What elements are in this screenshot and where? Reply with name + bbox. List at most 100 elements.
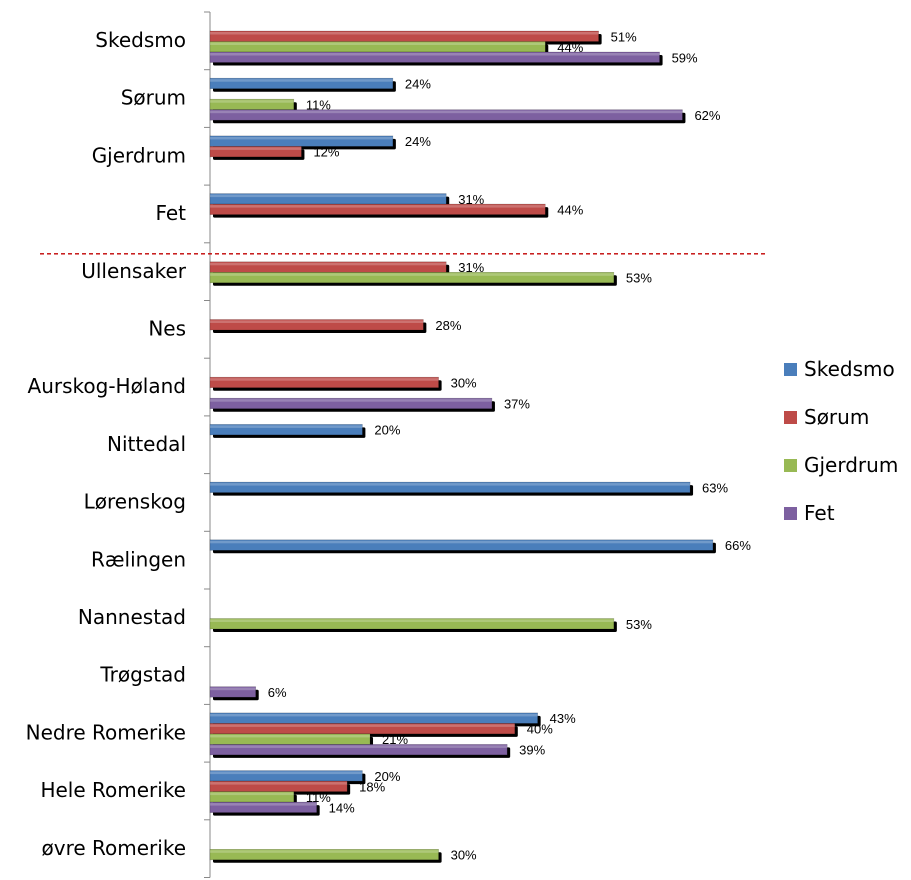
legend-swatch-gjerdrum <box>784 459 797 472</box>
category-label-sorum: Sørum <box>121 86 186 110</box>
data-label-skedsmo-lorenskog: 63% <box>702 480 728 495</box>
bar-highlight <box>210 32 599 35</box>
bar-fet-trogstad <box>209 686 257 698</box>
bar-highlight <box>210 771 363 775</box>
data-label-gjerdrum-skedsmo: 44% <box>557 40 583 55</box>
bar-highlight <box>210 803 317 806</box>
bar-highlight <box>210 425 363 428</box>
bar-highlight <box>210 53 660 56</box>
data-label-fet-aurskog-holand: 37% <box>504 396 530 411</box>
bar-highlight <box>210 713 538 717</box>
category-label-raelingen: Rælingen <box>91 547 186 571</box>
legend-label-sorum: Sørum <box>804 405 869 429</box>
bar-highlight <box>210 194 447 198</box>
bar-highlight <box>210 273 614 276</box>
data-labels: 51% 44% 59% 24% 11% 62% 24% 12% 31% 44% 31% 53% 28% 3… <box>268 29 752 862</box>
bar-highlight <box>210 320 424 323</box>
data-label-skedsmo-nittedal: 20% <box>374 423 400 438</box>
data-label-sorum-skedsmo: 51% <box>611 29 637 44</box>
bar-highlight <box>210 687 256 691</box>
bar-skedsmo-raelingen <box>209 539 714 551</box>
bar-gjerdrum-nannestad <box>209 618 615 630</box>
legend-label-skedsmo: Skedsmo <box>804 357 895 381</box>
bar-skedsmo-nittedal <box>209 424 363 436</box>
data-label-gjerdrum-sorum: 11% <box>306 97 331 112</box>
bar-highlight <box>210 782 348 785</box>
legend-swatch-skedsmo <box>784 363 797 376</box>
data-label-skedsmo-sorum: 24% <box>405 76 431 91</box>
bar-fet-nedre-romerike <box>209 744 508 756</box>
bar-sorum-fet <box>209 203 546 215</box>
category-label-ullensaker: Ullensaker <box>81 259 187 283</box>
bar-highlight <box>210 147 302 150</box>
bar-highlight <box>210 792 294 796</box>
category-label-nannestad: Nannestad <box>78 605 186 629</box>
data-label-sorum-hele-romerike: 18% <box>359 779 385 794</box>
bar-fet-aurskog-holand <box>209 397 493 410</box>
legend: Skedsmo Sørum Gjerdrum Fet <box>784 357 898 525</box>
data-label-gjerdrum-ovre-romerike: 30% <box>451 848 477 863</box>
category-label-skedsmo: Skedsmo <box>95 28 186 52</box>
bar-fet-skedsmo <box>209 51 660 63</box>
legend-label-gjerdrum: Gjerdrum <box>804 453 898 477</box>
bar-highlight <box>210 734 371 738</box>
category-label-nedre-romerike: Nedre Romerike <box>26 720 186 744</box>
data-label-gjerdrum-hele-romerike: 11% <box>306 790 331 805</box>
data-label-fet-skedsmo: 59% <box>672 50 698 65</box>
data-label-sorum-aurskog-holand: 30% <box>451 375 477 390</box>
bar-highlight <box>210 399 492 402</box>
legend-swatch-sorum <box>784 411 797 424</box>
category-label-aurskog-holand: Aurskog-Høland <box>28 374 186 398</box>
data-label-fet-sorum: 62% <box>694 108 720 123</box>
data-label-sorum-nes: 28% <box>435 318 461 333</box>
bar-highlight <box>210 136 393 140</box>
bar-highlight <box>210 619 614 622</box>
category-label-lorenskog: Lørenskog <box>84 490 186 514</box>
bar-highlight <box>210 79 393 82</box>
bar-highlight <box>210 540 713 544</box>
bar-highlight <box>210 745 508 748</box>
category-label-nittedal: Nittedal <box>107 432 186 456</box>
data-label-fet-trogstad: 6% <box>268 685 287 700</box>
data-label-sorum-fet: 44% <box>557 202 583 217</box>
data-label-skedsmo-nedre-romerike: 43% <box>550 711 576 726</box>
legend-swatch-fet <box>784 507 797 520</box>
bar-highlight <box>210 724 515 727</box>
data-label-skedsmo-hele-romerike: 20% <box>374 769 400 784</box>
bar-highlight <box>210 205 546 208</box>
data-label-sorum-nedre-romerike: 40% <box>527 722 553 737</box>
bar-sorum-nes <box>209 319 424 331</box>
bar-highlight <box>210 100 294 103</box>
bar-highlight <box>210 42 546 45</box>
data-label-sorum-gjerdrum: 12% <box>313 145 339 160</box>
data-label-skedsmo-fet: 31% <box>458 192 484 207</box>
legend-label-fet: Fet <box>804 501 835 525</box>
bar-highlight <box>210 262 447 266</box>
bar-gjerdrum-ullensaker <box>209 271 615 284</box>
bar-highlight <box>210 850 439 853</box>
data-label-skedsmo-gjerdrum: 24% <box>405 134 431 149</box>
data-label-sorum-ullensaker: 31% <box>458 260 484 275</box>
data-label-fet-hele-romerike: 14% <box>329 800 355 815</box>
category-label-ovre-romerike: øvre Romerike <box>42 836 187 860</box>
category-label-hele-romerike: Hele Romerike <box>40 778 186 802</box>
bar-highlight <box>210 378 439 381</box>
bar-fet-hele-romerike <box>209 801 317 813</box>
bars <box>209 30 716 863</box>
category-label-gjerdrum: Gjerdrum <box>92 143 186 167</box>
data-label-skedsmo-raelingen: 66% <box>725 538 751 553</box>
bar-highlight <box>210 110 683 114</box>
bar-skedsmo-sorum <box>209 77 394 89</box>
bar-skedsmo-lorenskog <box>209 481 691 493</box>
bar-sorum-aurskog-holand <box>209 376 439 389</box>
category-label-nes: Nes <box>148 317 186 341</box>
category-label-fet: Fet <box>155 201 186 225</box>
bar-highlight <box>210 483 691 486</box>
category-label-trogstad: Trøgstad <box>99 663 186 687</box>
data-label-gjerdrum-nannestad: 53% <box>626 617 652 632</box>
data-label-gjerdrum-ullensaker: 53% <box>626 271 652 286</box>
bar-fet-sorum <box>209 109 683 121</box>
data-label-fet-nedre-romerike: 39% <box>519 743 545 758</box>
category-labels: Skedsmo Sørum Gjerdrum Fet Ullensaker Nes Aurs… <box>26 28 187 860</box>
